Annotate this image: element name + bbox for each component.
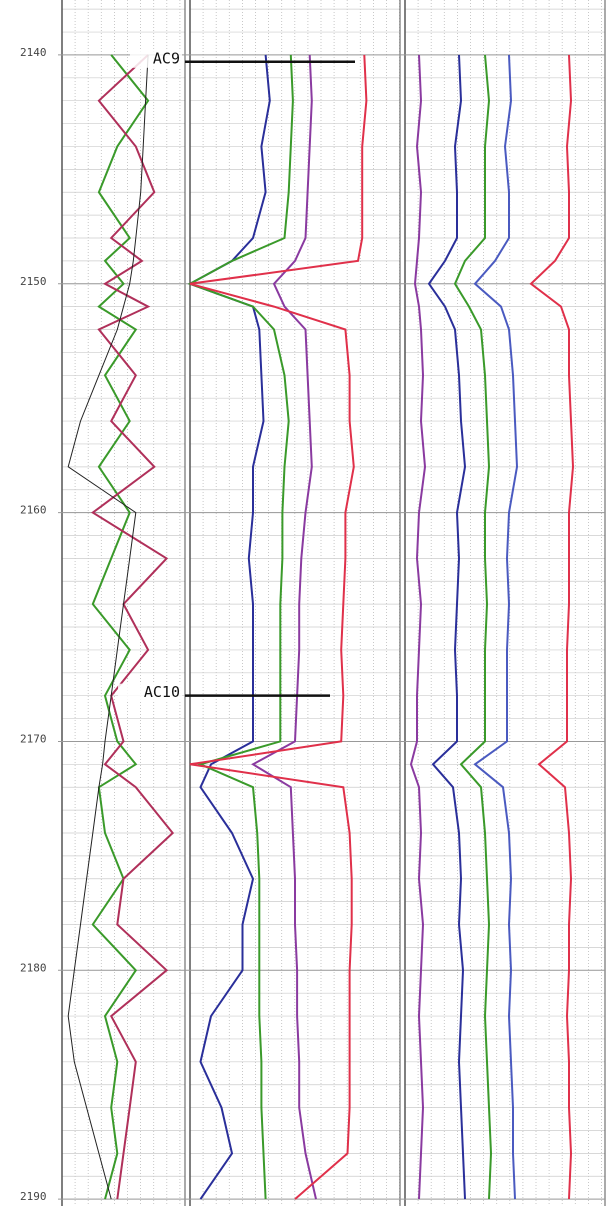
marker-label-bg: [118, 683, 182, 702]
log-curve: [427, 54, 467, 1200]
depth-label: 2140: [20, 46, 47, 59]
depth-label: 2160: [20, 504, 47, 517]
depth-label: 2190: [20, 1190, 47, 1203]
log-curve: [409, 54, 427, 1200]
log-curve: [189, 54, 368, 1200]
log-curve: [453, 54, 493, 1200]
depth-label: 2180: [20, 961, 47, 974]
log-curve: [91, 54, 150, 1200]
log-curve: [187, 54, 294, 1200]
depth-label: 2150: [20, 275, 47, 288]
log-curve: [187, 54, 271, 1200]
marker-label: AC9: [153, 49, 180, 67]
log-curve: [67, 54, 149, 1200]
log-curve: [250, 54, 317, 1200]
log-curve: [473, 54, 519, 1200]
depth-label: 2170: [20, 732, 47, 745]
log-curve: [529, 54, 575, 1200]
marker-label-bg: [130, 49, 182, 68]
marker-label: AC10: [144, 683, 180, 701]
